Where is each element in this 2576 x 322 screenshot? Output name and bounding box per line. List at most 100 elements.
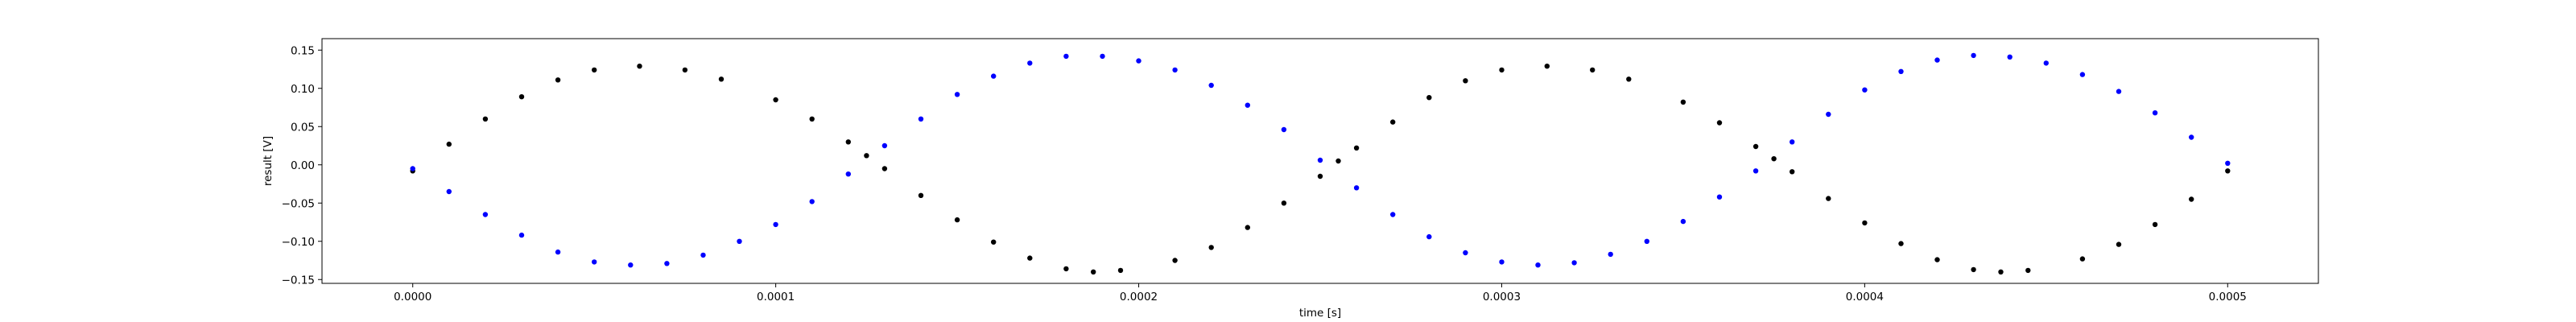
data-point xyxy=(410,166,415,171)
data-point xyxy=(773,221,778,228)
data-point xyxy=(1390,212,1396,217)
data-point xyxy=(682,67,688,73)
x-tick-label: 0.0000 xyxy=(394,291,431,303)
data-point xyxy=(1281,126,1287,133)
data-point xyxy=(2152,221,2158,228)
data-point xyxy=(1208,245,1214,250)
data-point xyxy=(954,92,960,97)
data-point xyxy=(1971,266,1976,273)
data-point xyxy=(1934,57,1940,63)
x-axis: 0.0000 0.0001 0.0002 0.0003 0.0004 0.0005 xyxy=(394,283,2247,303)
data-point xyxy=(1590,67,1596,73)
data-point xyxy=(1136,58,1141,64)
data-point xyxy=(2152,110,2158,116)
data-point xyxy=(2079,256,2086,262)
x-tick-label: 0.0003 xyxy=(1483,291,1521,303)
data-point xyxy=(518,94,525,100)
data-point xyxy=(1752,143,1759,150)
data-point xyxy=(1862,220,1868,226)
data-point xyxy=(864,153,869,159)
x-tick-label: 0.0001 xyxy=(757,291,795,303)
data-point xyxy=(991,239,997,245)
data-point xyxy=(1571,260,1577,266)
data-point xyxy=(2043,60,2049,66)
x-tick-label: 0.0005 xyxy=(2209,291,2247,303)
y-tick-label: −0.15 xyxy=(282,274,315,287)
series-1 xyxy=(410,52,2231,268)
data-point xyxy=(1027,60,1033,66)
data-point xyxy=(1353,185,1360,191)
data-point xyxy=(1790,139,1795,145)
y-tick-label: −0.05 xyxy=(282,197,315,210)
data-point xyxy=(1091,269,1096,275)
data-point xyxy=(592,67,597,73)
data-point xyxy=(1390,119,1396,125)
data-point xyxy=(991,73,997,79)
data-point xyxy=(2116,89,2122,94)
y-axis: −0.15 −0.10 −0.05 0.00 0.05 0.10 0.15 xyxy=(282,44,322,287)
data-point xyxy=(482,212,489,217)
data-point xyxy=(1245,225,1251,230)
y-tick-label: 0.15 xyxy=(291,44,315,57)
data-point xyxy=(1172,258,1178,263)
data-point xyxy=(2225,160,2231,166)
x-tick-label: 0.0004 xyxy=(1846,291,1884,303)
data-point xyxy=(1100,53,1105,60)
data-point xyxy=(1826,111,1831,118)
data-point xyxy=(954,217,960,223)
data-point xyxy=(482,116,489,122)
data-point xyxy=(1535,262,1541,268)
data-point xyxy=(555,249,561,255)
data-point xyxy=(1426,233,1432,240)
data-point xyxy=(918,192,924,198)
data-point xyxy=(1898,68,1904,75)
data-point xyxy=(1027,255,1033,261)
data-point xyxy=(592,259,597,265)
y-axis-label: result [V] xyxy=(262,136,275,186)
data-point xyxy=(918,116,924,122)
data-point xyxy=(1998,269,2004,275)
data-point xyxy=(1245,102,1251,108)
data-point xyxy=(1281,200,1287,206)
data-point xyxy=(1063,266,1069,272)
data-point xyxy=(773,97,778,103)
y-tick-label: 0.05 xyxy=(291,121,315,134)
data-point xyxy=(518,232,525,238)
data-point xyxy=(1499,259,1505,265)
data-point xyxy=(1716,194,1723,200)
data-point xyxy=(1353,145,1360,151)
data-point xyxy=(1771,156,1777,162)
data-point xyxy=(1716,120,1723,126)
data-point xyxy=(1608,251,1613,258)
data-point xyxy=(1826,196,1831,201)
data-point xyxy=(737,238,742,244)
data-point xyxy=(555,77,561,83)
data-point xyxy=(1463,78,1468,84)
data-point xyxy=(1117,267,1124,274)
data-point xyxy=(1626,76,1632,82)
data-point xyxy=(845,139,852,145)
x-tick-label: 0.0002 xyxy=(1120,291,1158,303)
y-tick-label: 0.10 xyxy=(291,83,315,96)
data-point xyxy=(628,262,634,268)
data-point xyxy=(1335,158,1341,164)
data-point xyxy=(881,142,888,149)
data-point xyxy=(1752,168,1759,174)
data-point xyxy=(1862,87,1868,93)
data-point xyxy=(881,166,888,171)
data-point xyxy=(2225,168,2231,174)
data-point xyxy=(664,261,670,266)
data-point xyxy=(2079,72,2086,77)
series-0 xyxy=(410,64,2231,275)
data-point xyxy=(1680,99,1686,105)
data-point xyxy=(845,171,852,177)
data-point xyxy=(1499,67,1505,73)
data-point xyxy=(446,188,452,195)
data-point xyxy=(1544,64,1550,69)
data-point xyxy=(1680,218,1686,225)
data-point xyxy=(809,116,815,122)
data-point xyxy=(700,252,706,258)
data-point xyxy=(2116,242,2122,247)
data-point xyxy=(1172,67,1178,73)
